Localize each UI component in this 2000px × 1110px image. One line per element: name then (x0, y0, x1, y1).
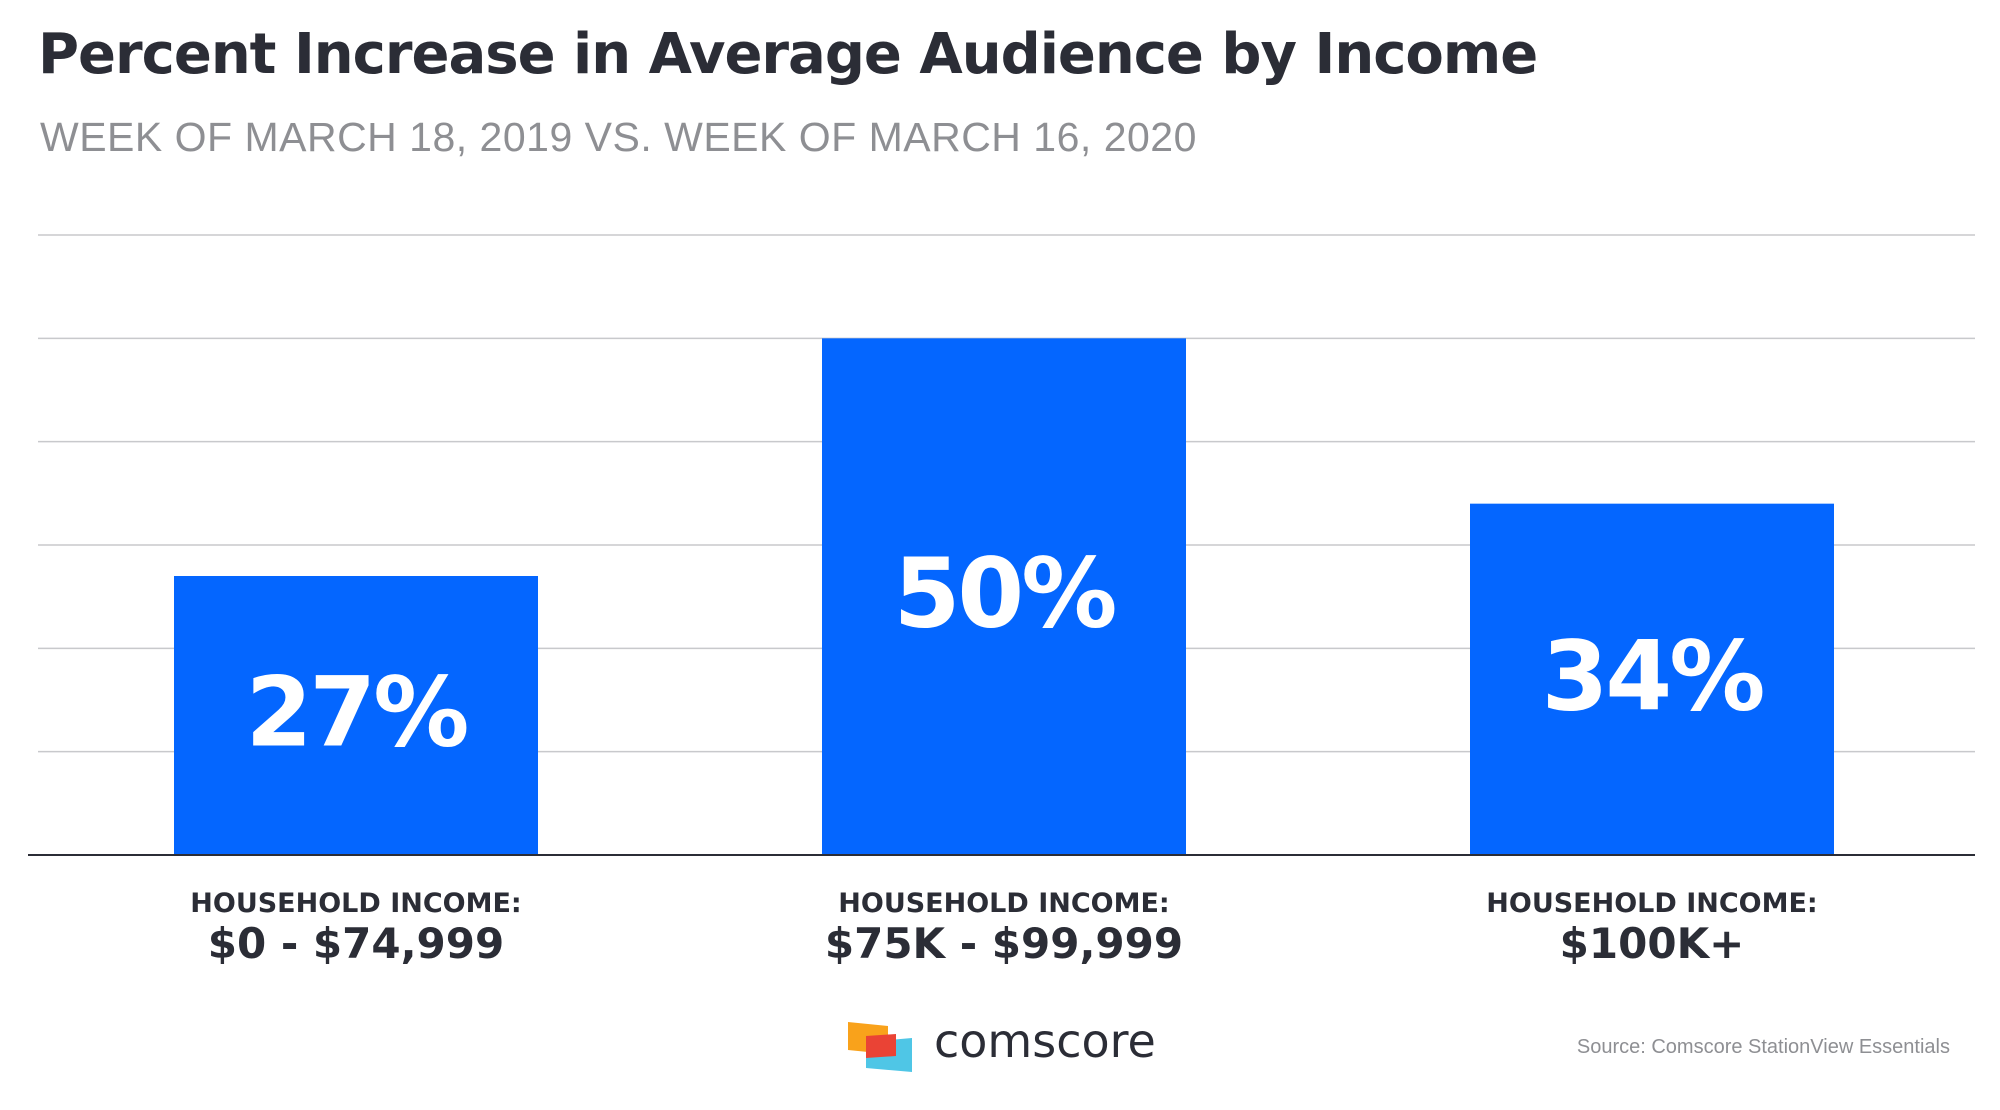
bar-value-label: 34% (1542, 620, 1764, 732)
source-note: Source: Comscore StationView Essentials (1576, 1036, 1950, 1058)
bars: 27% 50% 34% (174, 338, 1834, 855)
bar-value-label: 50% (894, 538, 1116, 650)
comscore-logo: comscore (848, 1014, 1268, 1080)
category-label-line2: $100K+ (1560, 919, 1745, 968)
bar (822, 338, 1186, 855)
category-label-line1: HOUSEHOLD INCOME: (1486, 888, 1817, 919)
bar-value-label: 27% (246, 657, 468, 769)
category-label-line1: HOUSEHOLD INCOME: (838, 888, 1169, 919)
comscore-logo-icon (848, 1022, 912, 1072)
category-label-line1: HOUSEHOLD INCOME: (190, 888, 521, 919)
category-label-line2: $0 - $74,999 (208, 919, 504, 968)
chart-subtitle: WEEK OF MARCH 18, 2019 VS. WEEK OF MARCH… (40, 114, 1197, 160)
bar (1470, 503, 1834, 855)
chart-title: Percent Increase in Average Audience by … (38, 22, 1538, 87)
category-label-line2: $75K - $99,999 (825, 919, 1183, 968)
bar (174, 576, 538, 855)
comscore-logo-wordmark: comscore (934, 1014, 1156, 1068)
